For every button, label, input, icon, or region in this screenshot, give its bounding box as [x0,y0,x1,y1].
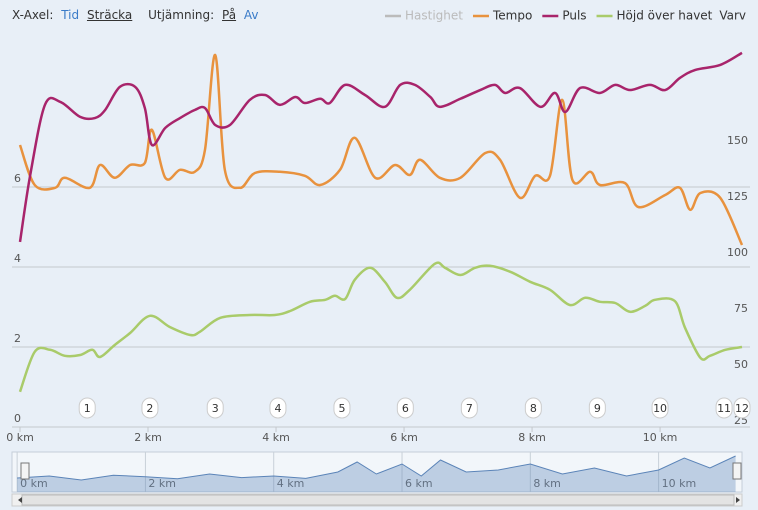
navigator-handle[interactable] [732,462,742,480]
lap-label: 9 [594,402,601,415]
smoothing-option[interactable]: Av [243,8,259,22]
lap-marker-bg [715,397,733,419]
x-axis-option[interactable]: Sträcka [86,8,133,22]
navigator-tick-label: 6 km [405,477,433,490]
scrollbar-thumb[interactable] [21,494,735,506]
lap-label: 6 [402,402,409,415]
legend-label: Hastighet [405,9,463,23]
navigator-line [17,455,736,481]
y2-tick-label: 125 [727,190,748,203]
lap-label: 3 [212,402,219,415]
y-tick-label: 2 [14,332,21,345]
lap-marker-bg [651,397,669,419]
legend-item[interactable]: Höjd över havet [596,9,713,23]
lap-marker[interactable]: 12 [733,397,751,419]
legend-label: Tempo [492,9,532,23]
lap-marker[interactable]: 5 [333,397,351,419]
navigator-tick-label: 2 km [148,477,176,490]
y2-tick-label: 50 [734,358,748,371]
x-tick-label: 4 km [262,431,290,444]
y2-tick-label: 75 [734,302,748,315]
lap-label: 1 [84,402,91,415]
lap-marker[interactable]: 3 [206,397,224,419]
y-tick-label: 6 [14,172,21,185]
lap-marker[interactable]: 2 [141,397,159,419]
smoothing-option[interactable]: På [222,8,237,22]
lap-marker[interactable]: 4 [269,397,287,419]
lap-marker-bg [524,397,542,419]
lap-marker[interactable]: 9 [588,397,606,419]
lap-marker-bg [141,397,159,419]
lap-marker[interactable]: 6 [396,397,414,419]
y-tick-label: 0 [14,412,21,425]
lap-marker-bg [78,397,96,419]
navigator-handle[interactable] [20,462,30,480]
lap-label: 11 [717,402,731,415]
legend-item[interactable]: Tempo [472,9,532,23]
lap-label: 2 [146,402,153,415]
x-axis-label: X-Axel: [12,8,54,22]
series-line [18,51,743,243]
lap-label: 7 [466,402,473,415]
legend-item[interactable]: Hastighet [385,9,463,23]
y2-tick-label: 100 [727,246,748,259]
x-tick-label: 6 km [390,431,418,444]
lap-marker-bg [733,397,751,419]
lap-marker-bg [396,397,414,419]
navigator-bg [11,451,743,493]
lap-label: 4 [274,402,281,415]
legend-label: Puls [562,9,586,23]
navigator-tick-label: 0 km [20,477,48,490]
lap-marker-bg [269,397,287,419]
lap-label: 10 [653,402,667,415]
x-tick-label: 10 km [643,431,678,444]
legend-label: Höjd över havet [617,9,713,23]
y-tick-label: 4 [14,252,21,265]
x-axis-option[interactable]: Tid [61,8,80,22]
navigator-tick-label: 4 km [277,477,305,490]
x-tick-label: 0 km [6,431,34,444]
lap-marker[interactable]: 11 [715,397,733,419]
lap-marker[interactable]: 7 [460,397,478,419]
series-line [18,261,743,393]
laps-label: Varv [719,9,746,23]
lap-label: 12 [735,402,749,415]
lap-marker-bg [460,397,478,419]
lap-label: 5 [338,402,345,415]
lap-marker[interactable]: 8 [524,397,542,419]
lap-marker-bg [588,397,606,419]
toolbar: X-Axel: Tid Sträcka Utjämning: På Av [12,8,263,22]
navigator-tick-label: 10 km [662,477,697,490]
x-tick-label: 2 km [134,431,162,444]
legend-item[interactable]: Puls [542,9,587,23]
lap-marker-bg [206,397,224,419]
navigator-tick-label: 8 km [533,477,561,490]
y2-tick-label: 150 [727,134,748,147]
x-tick-label: 8 km [518,431,546,444]
lap-marker-bg [333,397,351,419]
lap-label: 8 [530,402,537,415]
lap-marker[interactable]: 1 [78,397,96,419]
lap-marker[interactable]: 10 [651,397,669,419]
smoothing-label: Utjämning: [148,8,215,22]
series-line [18,53,744,246]
